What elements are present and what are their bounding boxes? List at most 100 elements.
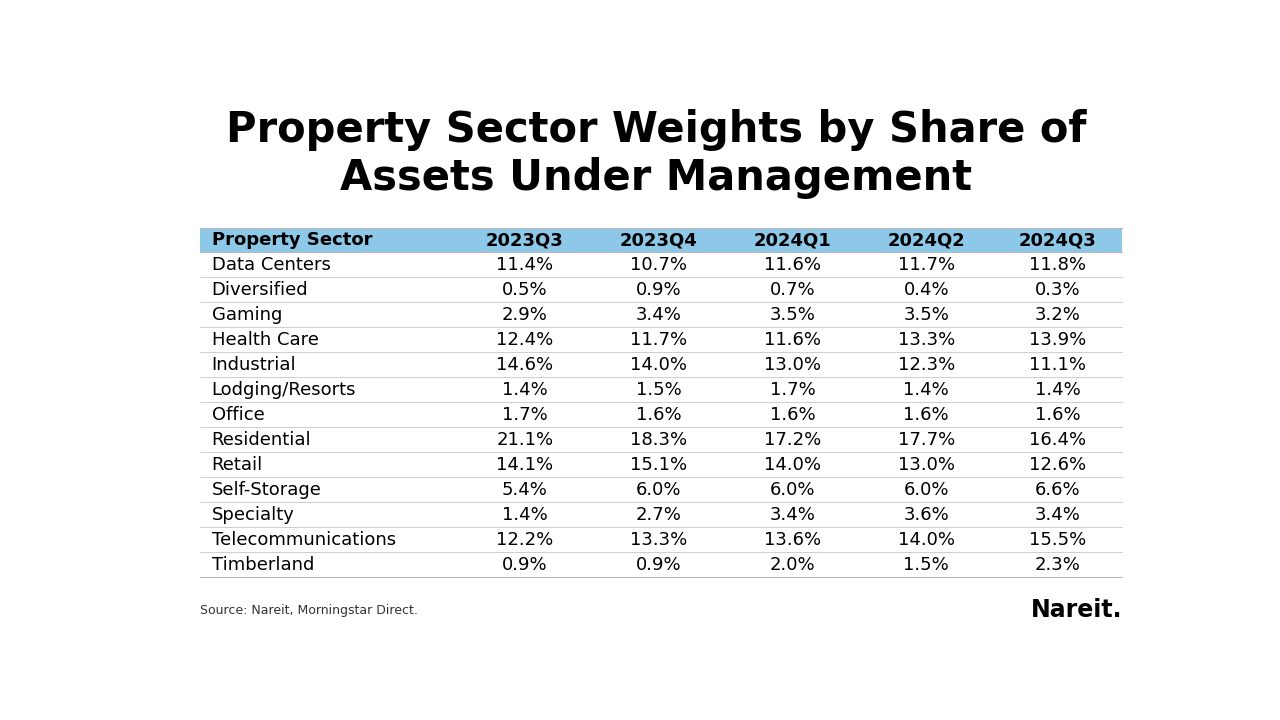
Text: Property Sector Weights by Share of
Assets Under Management: Property Sector Weights by Share of Asse… [225,109,1087,199]
Text: Source: Nareit, Morningstar Direct.: Source: Nareit, Morningstar Direct. [200,604,417,617]
Text: 1.7%: 1.7% [502,405,548,423]
Text: 15.1%: 15.1% [630,456,687,474]
Bar [200,402,1123,427]
Text: Gaming: Gaming [211,306,282,324]
Text: 13.6%: 13.6% [764,531,820,549]
Text: Data Centers: Data Centers [211,256,330,274]
Text: 3.6%: 3.6% [904,505,948,523]
Text: 3.2%: 3.2% [1034,306,1080,324]
Text: 13.0%: 13.0% [897,456,955,474]
Text: 14.1%: 14.1% [497,456,553,474]
Text: 3.5%: 3.5% [769,306,815,324]
Text: 2.7%: 2.7% [636,505,681,523]
Text: 10.7%: 10.7% [630,256,687,274]
Text: 0.9%: 0.9% [636,281,681,299]
Text: 11.6%: 11.6% [764,330,820,348]
Bar [200,277,1123,302]
Text: Health Care: Health Care [211,330,319,348]
Text: 3.4%: 3.4% [1034,505,1080,523]
Bar [200,253,1123,277]
Bar [200,452,1123,477]
Text: 0.7%: 0.7% [769,281,815,299]
Bar [200,527,1123,552]
Text: 11.1%: 11.1% [1029,356,1087,374]
Text: Telecommunications: Telecommunications [211,531,396,549]
Text: 0.4%: 0.4% [904,281,948,299]
Text: 15.5%: 15.5% [1029,531,1087,549]
Text: 12.3%: 12.3% [897,356,955,374]
Text: Diversified: Diversified [211,281,308,299]
Text: 14.0%: 14.0% [897,531,955,549]
Text: 0.5%: 0.5% [502,281,548,299]
Bar [200,377,1123,402]
Text: 12.6%: 12.6% [1029,456,1087,474]
Text: 2023Q3: 2023Q3 [486,231,563,249]
Text: 1.4%: 1.4% [1034,381,1080,399]
Text: 1.7%: 1.7% [769,381,815,399]
Text: 21.1%: 21.1% [497,431,553,449]
Text: 5.4%: 5.4% [502,481,548,499]
Text: 11.6%: 11.6% [764,256,820,274]
Text: Timberland: Timberland [211,556,314,574]
Bar [200,427,1123,452]
Text: 6.0%: 6.0% [636,481,681,499]
Text: 14.0%: 14.0% [630,356,687,374]
Bar [200,228,1123,253]
Bar [200,477,1123,502]
Text: 1.5%: 1.5% [904,556,948,574]
Text: 2023Q4: 2023Q4 [620,231,698,249]
Text: 13.0%: 13.0% [764,356,820,374]
Text: 14.6%: 14.6% [497,356,553,374]
Text: Office: Office [211,405,265,423]
Text: 0.9%: 0.9% [636,556,681,574]
Text: Lodging/Resorts: Lodging/Resorts [211,381,356,399]
Text: Nareit.: Nareit. [1030,598,1123,622]
Text: 12.2%: 12.2% [497,531,553,549]
Bar [200,328,1123,352]
Text: 1.6%: 1.6% [769,405,815,423]
Text: 6.6%: 6.6% [1034,481,1080,499]
Text: 17.7%: 17.7% [897,431,955,449]
Text: Industrial: Industrial [211,356,296,374]
Text: 1.5%: 1.5% [636,381,681,399]
Text: 0.3%: 0.3% [1034,281,1080,299]
Text: 2.0%: 2.0% [769,556,815,574]
Text: 18.3%: 18.3% [630,431,687,449]
Text: 16.4%: 16.4% [1029,431,1087,449]
Text: 13.3%: 13.3% [897,330,955,348]
Text: 11.8%: 11.8% [1029,256,1087,274]
Text: 13.9%: 13.9% [1029,330,1087,348]
Bar [200,352,1123,377]
Text: 11.7%: 11.7% [630,330,687,348]
Bar [200,552,1123,577]
Text: Property Sector: Property Sector [211,231,372,249]
Text: 6.0%: 6.0% [904,481,948,499]
Text: 14.0%: 14.0% [764,456,820,474]
Text: 11.4%: 11.4% [497,256,553,274]
Text: 3.4%: 3.4% [769,505,815,523]
Bar [200,302,1123,328]
Text: 2024Q2: 2024Q2 [887,231,965,249]
Text: 6.0%: 6.0% [769,481,815,499]
Text: 17.2%: 17.2% [764,431,820,449]
Text: 2.9%: 2.9% [502,306,548,324]
Text: 1.4%: 1.4% [904,381,948,399]
Text: 1.6%: 1.6% [904,405,948,423]
Text: 2024Q1: 2024Q1 [754,231,831,249]
Text: 1.6%: 1.6% [1034,405,1080,423]
Bar [200,502,1123,527]
Text: 1.4%: 1.4% [502,381,548,399]
Text: 11.7%: 11.7% [897,256,955,274]
Text: 1.6%: 1.6% [636,405,681,423]
Text: Residential: Residential [211,431,311,449]
Text: 12.4%: 12.4% [497,330,553,348]
Text: Specialty: Specialty [211,505,294,523]
Text: 1.4%: 1.4% [502,505,548,523]
Text: 13.3%: 13.3% [630,531,687,549]
Text: 3.4%: 3.4% [636,306,681,324]
Text: Retail: Retail [211,456,262,474]
Text: 2.3%: 2.3% [1034,556,1080,574]
Text: 3.5%: 3.5% [904,306,950,324]
Text: Self-Storage: Self-Storage [211,481,321,499]
Text: 0.9%: 0.9% [502,556,548,574]
